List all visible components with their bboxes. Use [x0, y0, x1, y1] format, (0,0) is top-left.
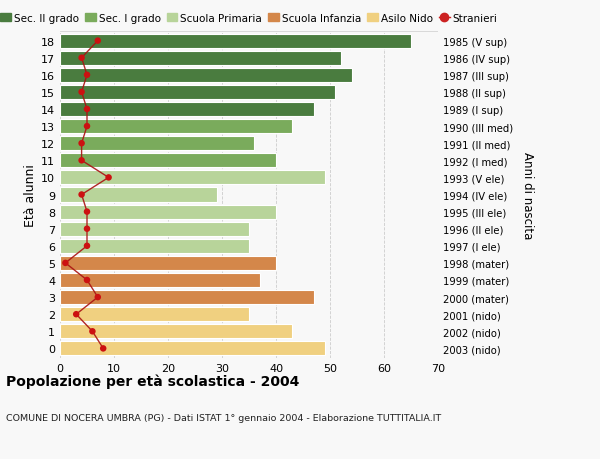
Point [104, 174, 113, 182]
Bar [60, 274, 260, 287]
Bar [60, 205, 276, 219]
Bar [60, 34, 411, 49]
Point [93, 38, 103, 45]
Text: Popolazione per età scolastica - 2004: Popolazione per età scolastica - 2004 [6, 374, 299, 389]
Bar [60, 341, 325, 356]
Bar [60, 222, 249, 236]
Bar [60, 51, 341, 66]
Point [93, 294, 103, 301]
Bar [60, 291, 314, 304]
Point [77, 157, 86, 165]
Bar [60, 256, 276, 270]
Point [82, 123, 92, 130]
Bar [60, 188, 217, 202]
Bar [60, 137, 254, 151]
Bar [60, 120, 292, 134]
Bar [60, 171, 325, 185]
Point [82, 72, 92, 79]
Point [82, 106, 92, 113]
Point [77, 89, 86, 96]
Point [77, 140, 86, 147]
Y-axis label: Età alunni: Età alunni [24, 164, 37, 226]
Bar [60, 154, 276, 168]
Bar [60, 103, 314, 117]
Point [88, 328, 97, 335]
Point [77, 55, 86, 62]
Point [61, 260, 70, 267]
Bar [60, 69, 352, 83]
Legend: Sec. II grado, Sec. I grado, Scuola Primaria, Scuola Infanzia, Asilo Nido, Stran: Sec. II grado, Sec. I grado, Scuola Prim… [1, 14, 497, 24]
Text: COMUNE DI NOCERA UMBRA (PG) - Dati ISTAT 1° gennaio 2004 - Elaborazione TUTTITAL: COMUNE DI NOCERA UMBRA (PG) - Dati ISTAT… [6, 413, 441, 422]
Point [82, 243, 92, 250]
Bar [60, 325, 292, 339]
Bar [60, 86, 335, 100]
Point [82, 277, 92, 284]
Point [71, 311, 81, 318]
Point [98, 345, 108, 353]
Bar [60, 308, 249, 321]
Point [82, 208, 92, 216]
Y-axis label: Anni di nascita: Anni di nascita [521, 151, 535, 239]
Point [77, 191, 86, 199]
Bar [60, 239, 249, 253]
Point [82, 225, 92, 233]
